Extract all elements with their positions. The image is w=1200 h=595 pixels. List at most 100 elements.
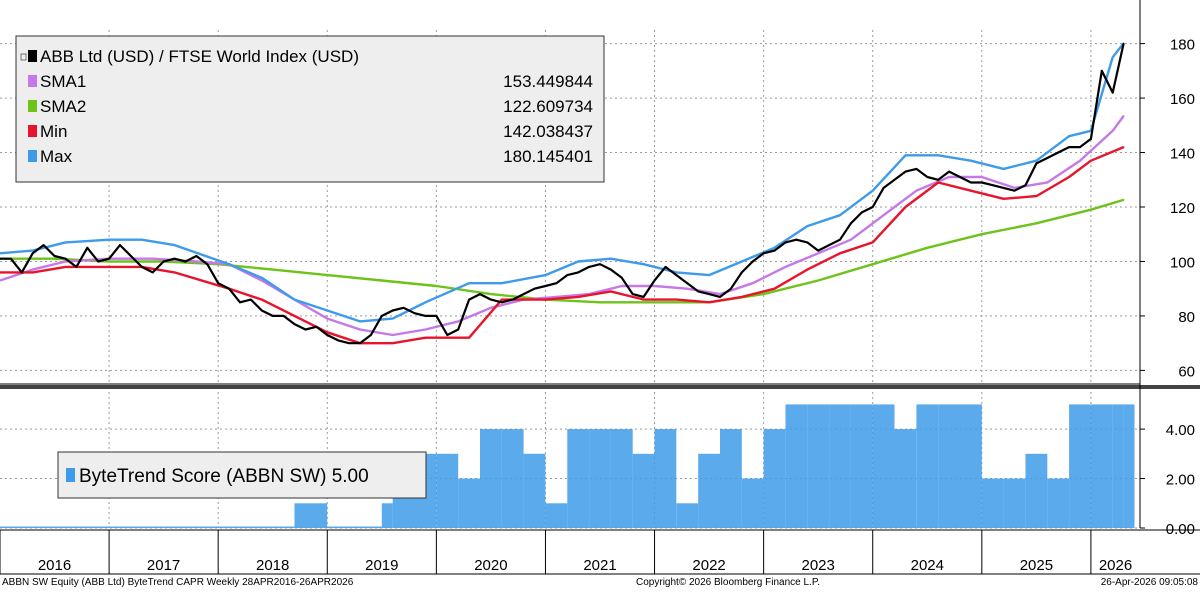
score-bar	[501, 429, 524, 528]
data-point	[195, 255, 198, 257]
legend-label: Min	[40, 122, 67, 141]
data-point	[926, 176, 929, 178]
data-point	[544, 285, 547, 287]
score-bar	[163, 526, 219, 528]
series-line-min	[0, 145, 1125, 345]
data-point	[610, 268, 612, 271]
data-point	[860, 211, 863, 214]
data-point	[555, 282, 558, 285]
data-point	[239, 301, 241, 304]
data-point	[457, 320, 460, 323]
data-point	[784, 266, 787, 268]
data-point	[653, 279, 656, 282]
data-point	[293, 323, 296, 325]
data-point	[293, 298, 296, 301]
data-point	[730, 287, 732, 290]
data-point	[391, 342, 394, 345]
data-point	[762, 293, 765, 295]
data-point	[1111, 129, 1114, 132]
x-tick-label: 2026	[1099, 557, 1132, 574]
y-tick-label: 100	[1170, 254, 1195, 271]
data-point	[1111, 91, 1114, 94]
y-tick-label: 120	[1170, 200, 1195, 217]
data-point	[719, 293, 721, 295]
data-point	[260, 279, 263, 282]
data-point	[0, 257, 1, 260]
data-point	[1035, 222, 1038, 225]
x-tick-label: 2016	[38, 557, 71, 574]
data-point	[620, 276, 623, 279]
data-point	[1013, 187, 1016, 189]
x-tick-label: 2017	[147, 557, 180, 574]
data-point	[435, 285, 438, 287]
score-bar	[850, 404, 873, 528]
data-point	[544, 298, 547, 301]
data-point	[751, 260, 754, 263]
data-point	[424, 336, 427, 339]
data-point	[653, 301, 656, 304]
score-bar	[218, 526, 284, 528]
footer-left: ABBN SW Equity (ABB Ltd) ByteTrend CAPR …	[2, 577, 354, 588]
score-bar	[1112, 404, 1124, 528]
data-point	[260, 309, 263, 312]
data-point	[402, 306, 405, 309]
data-point	[980, 181, 983, 184]
data-point	[795, 238, 798, 241]
data-point	[479, 293, 481, 295]
score-bar	[763, 429, 786, 528]
score-bar	[1069, 404, 1091, 528]
score-bar	[807, 404, 830, 528]
data-point	[980, 176, 983, 178]
score-bar	[785, 404, 808, 528]
panel-divider	[0, 385, 1200, 389]
score-bar	[54, 526, 109, 528]
legend-label: ByteTrend Score (ABBN SW) 5.00	[79, 466, 369, 487]
x-tick-label: 2024	[911, 557, 944, 574]
score-bar	[480, 429, 502, 528]
data-point	[282, 315, 285, 317]
legend-label: ABB Ltd (USD) / FTSE World Index (USD)	[40, 47, 359, 66]
data-point	[108, 238, 110, 241]
data-point	[959, 176, 961, 178]
y-tick-label: 160	[1170, 91, 1195, 108]
score-bar	[894, 429, 917, 528]
data-point	[599, 263, 601, 266]
data-point	[1122, 146, 1125, 149]
data-point	[871, 263, 874, 266]
score-bar	[381, 503, 393, 528]
score-bar	[610, 429, 633, 528]
data-point	[937, 181, 940, 184]
data-point	[326, 309, 329, 312]
top-series-group	[0, 42, 1125, 345]
data-point	[1046, 181, 1049, 184]
data-point	[588, 266, 590, 268]
data-point	[228, 263, 231, 266]
legend-swatch	[28, 50, 37, 62]
data-point	[642, 263, 645, 266]
data-point	[522, 293, 525, 295]
data-point	[708, 293, 710, 295]
data-point	[915, 168, 918, 170]
data-point	[882, 187, 885, 189]
data-point	[304, 328, 307, 331]
data-point	[970, 159, 972, 162]
score-bar	[1123, 404, 1135, 528]
data-point	[1090, 208, 1092, 211]
legend-value: 180.145401	[503, 147, 593, 166]
legend-label: SMA2	[40, 97, 86, 116]
data-point	[1002, 197, 1005, 200]
score-bar	[567, 429, 590, 528]
data-point	[86, 246, 89, 249]
data-point	[1035, 195, 1038, 198]
data-point	[130, 255, 132, 257]
data-point	[828, 244, 830, 247]
data-point	[119, 244, 121, 247]
data-point	[948, 176, 950, 178]
score-bar	[545, 503, 568, 528]
data-point	[53, 255, 56, 257]
data-point	[348, 342, 350, 345]
legend-marker-outline	[20, 53, 27, 61]
y-tick-label: 140	[1170, 146, 1195, 163]
data-point	[871, 206, 874, 208]
y-tick-label: 80	[1178, 309, 1195, 326]
